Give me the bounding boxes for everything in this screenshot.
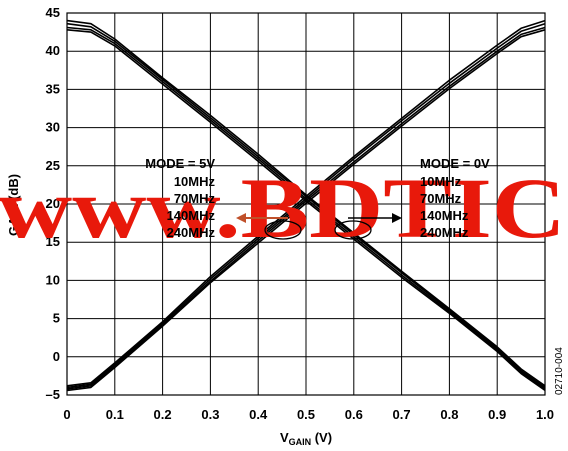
left-mode-label: MODE = 5V xyxy=(145,156,215,171)
x-tick-label: 0.2 xyxy=(154,407,172,422)
mode-0v-140mhz-line xyxy=(66,26,546,390)
x-axis-label-sub: GAIN xyxy=(289,437,312,447)
plot-frame xyxy=(66,12,546,396)
x-tick-label: 0.8 xyxy=(440,407,458,422)
y-axis-label: GAIN (dB) xyxy=(6,174,21,236)
x-tick-label: 0.4 xyxy=(249,407,268,422)
mode-0v-10mhz-line xyxy=(66,19,546,387)
left-freq-240: 240MHz xyxy=(167,225,216,240)
left-group-ellipse xyxy=(264,220,302,240)
y-tick-label: 30 xyxy=(46,120,60,135)
y-tick-label: 10 xyxy=(46,272,60,287)
left-freq-140: 140MHz xyxy=(167,208,216,223)
x-axis-label: VGAIN (V) xyxy=(280,430,332,447)
right-freq-70: 70MHz xyxy=(420,191,462,206)
right-freq-240: 240MHz xyxy=(420,225,469,240)
x-tick-label: 1.0 xyxy=(536,407,554,422)
watermark: www.BDTIC xyxy=(0,160,566,256)
series-lines xyxy=(66,19,546,392)
x-tick-label: 0.5 xyxy=(297,407,315,422)
right-freq-10: 10MHz xyxy=(420,174,462,189)
x-tick-label: 0.7 xyxy=(393,407,411,422)
y-tick-label: 35 xyxy=(46,81,60,96)
right-mode-label: MODE = 0V xyxy=(420,156,490,171)
y-tick-label: 45 xyxy=(46,5,60,20)
right-arrow xyxy=(348,213,402,223)
x-tick-label: 0.1 xyxy=(106,407,124,422)
y-tick-label: 40 xyxy=(46,43,60,58)
y-tick-label: 25 xyxy=(46,158,60,173)
x-axis-label-unit: (V) xyxy=(311,430,332,445)
x-tick-labels: 0 0.1 0.2 0.3 0.4 0.5 0.6 0.7 0.8 0.9 1.0 xyxy=(63,407,554,422)
mode-0v-70mhz-line xyxy=(66,22,546,389)
x-tick-label: 0 xyxy=(63,407,70,422)
y-tick-labels: 45 40 35 30 25 20 15 10 5 0 –5 xyxy=(46,5,60,402)
y-tick-label: 5 xyxy=(53,311,60,326)
y-tick-label: 20 xyxy=(46,196,60,211)
x-axis-label-main: V xyxy=(280,430,289,445)
right-freq-140: 140MHz xyxy=(420,208,469,223)
x-tick-label: 0.3 xyxy=(201,407,219,422)
mode-5v-10mhz-line xyxy=(66,19,546,387)
y-tick-label: 0 xyxy=(53,349,60,364)
figure-id: 02710-004 xyxy=(554,347,565,395)
x-tick-label: 0.6 xyxy=(345,407,363,422)
right-annotation: MODE = 0V 10MHz 70MHz 140MHz 240MHz xyxy=(420,156,490,240)
left-annotation: MODE = 5V 10MHz 70MHz 140MHz 240MHz xyxy=(145,156,215,240)
y-tick-label: 15 xyxy=(46,234,60,249)
left-arrow xyxy=(236,213,288,223)
right-group-ellipse xyxy=(334,220,372,240)
y-tick-label: –5 xyxy=(46,387,60,402)
mode-0v-240mhz-line xyxy=(66,29,546,392)
left-freq-10: 10MHz xyxy=(174,174,216,189)
x-tick-label: 0.9 xyxy=(488,407,506,422)
left-freq-70: 70MHz xyxy=(174,191,216,206)
